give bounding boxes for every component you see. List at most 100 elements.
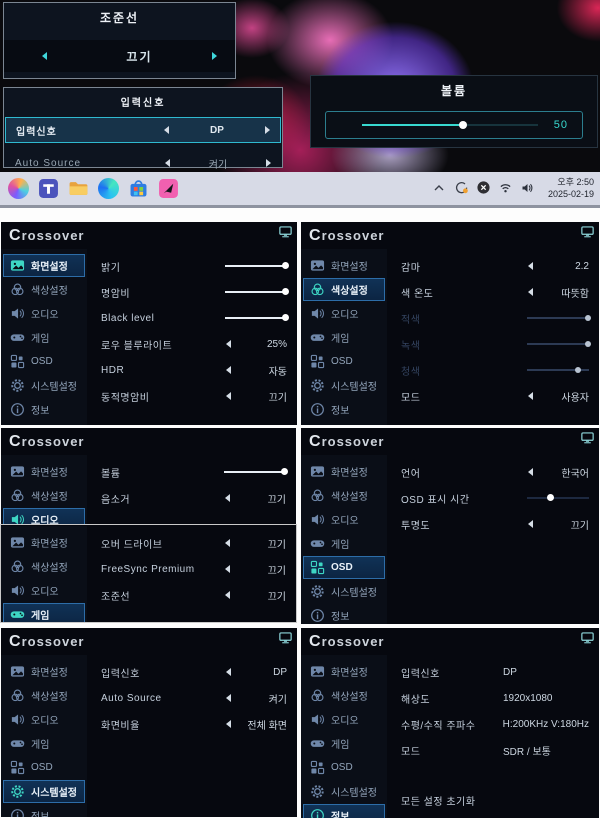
sidebar-item-system[interactable]: 시스템설정: [303, 780, 385, 803]
arrow-left-icon[interactable]: [165, 159, 170, 167]
sidebar-item-color[interactable]: 색상설정: [3, 555, 85, 578]
speaker-icon[interactable]: [521, 182, 534, 194]
arrow-left-icon[interactable]: [225, 591, 230, 599]
sidebar-item-audio[interactable]: 오디오: [3, 579, 85, 602]
arrow-left-icon[interactable]: [225, 539, 230, 547]
menu-row[interactable]: 동적명암비 끄기: [101, 392, 287, 404]
menu-row[interactable]: 모드 사용자: [401, 392, 589, 404]
sidebar-item-system[interactable]: 시스템설정: [303, 374, 385, 397]
arrow-left-icon[interactable]: [42, 52, 47, 60]
sidebar-item-screen[interactable]: 화면설정: [3, 531, 85, 554]
volume-slider[interactable]: 50: [325, 111, 583, 139]
arrow-left-icon[interactable]: [226, 720, 231, 728]
arrow-left-icon[interactable]: [225, 565, 230, 573]
arrow-left-icon[interactable]: [164, 126, 169, 134]
sidebar-item-info[interactable]: 정보: [303, 398, 385, 421]
arrow-left-icon[interactable]: [528, 520, 533, 528]
edge-icon[interactable]: [98, 178, 119, 199]
sidebar-item-screen[interactable]: 화면설정: [303, 254, 385, 277]
sidebar-item-audio[interactable]: 오디오: [3, 302, 85, 325]
teams-icon[interactable]: [38, 178, 59, 199]
store-icon[interactable]: [128, 178, 149, 199]
volume-slider[interactable]: [224, 468, 288, 475]
sidebar-item-color[interactable]: 색상설정: [3, 278, 85, 301]
sidebar-item-game[interactable]: 게임: [3, 732, 85, 755]
contrast-slider[interactable]: [225, 288, 289, 295]
sidebar-item-info[interactable]: 정보: [303, 604, 385, 624]
menu-row[interactable]: FreeSync Premium 끄기: [101, 563, 286, 577]
arrow-right-icon[interactable]: [266, 159, 271, 167]
osd-timer-slider[interactable]: [527, 494, 589, 501]
arrow-left-icon[interactable]: [226, 668, 231, 676]
file-explorer-icon[interactable]: [68, 178, 89, 199]
sidebar-item-info[interactable]: 정보: [3, 804, 85, 817]
sidebar-item-screen[interactable]: 화면설정: [3, 460, 85, 483]
sidebar-item-color[interactable]: 색상설정: [303, 278, 385, 301]
sidebar-item-osd[interactable]: OSD: [303, 756, 385, 779]
tray-chevron-up-icon[interactable]: [433, 183, 445, 193]
wifi-icon[interactable]: [499, 182, 512, 193]
sidebar-item-osd[interactable]: OSD: [303, 556, 385, 579]
arrow-left-icon[interactable]: [225, 494, 230, 502]
menu-row[interactable]: OSD 표시 시간: [401, 485, 589, 511]
menu-row[interactable]: 언어 한국어: [401, 468, 589, 480]
arrow-right-icon[interactable]: [265, 126, 270, 134]
sidebar-item-audio[interactable]: 오디오: [303, 508, 385, 531]
sidebar-item-color[interactable]: 색상설정: [3, 484, 85, 507]
sidebar-item-system[interactable]: 시스템설정: [3, 374, 85, 397]
onedrive-sync-icon[interactable]: [454, 181, 468, 194]
slider-handle[interactable]: [458, 121, 467, 129]
status-x-icon[interactable]: [477, 181, 490, 194]
sidebar-item-game[interactable]: 게임: [3, 326, 85, 349]
black-level-slider[interactable]: [225, 314, 289, 321]
sidebar-item-game[interactable]: 게임: [303, 732, 385, 755]
menu-row[interactable]: 오버 드라이브 끄기: [101, 539, 286, 551]
sidebar-item-game[interactable]: 게임: [303, 326, 385, 349]
pink-app-icon[interactable]: [158, 178, 179, 199]
sidebar-item-osd[interactable]: OSD: [3, 756, 85, 779]
sidebar-item-screen[interactable]: 화면설정: [303, 460, 385, 483]
auto-source-row[interactable]: Auto Source 켜기: [5, 150, 281, 176]
menu-row[interactable]: Auto Source 켜기: [101, 692, 287, 706]
sidebar-item-info[interactable]: 정보: [3, 398, 85, 421]
sidebar-item-color[interactable]: 색상설정: [303, 484, 385, 507]
sidebar-item-audio[interactable]: 오디오: [303, 708, 385, 731]
menu-row[interactable]: 명암비: [101, 279, 289, 305]
sidebar-item-osd[interactable]: OSD: [3, 350, 85, 373]
arrow-left-icon[interactable]: [226, 366, 231, 374]
menu-row[interactable]: 감마 2.2: [401, 260, 589, 274]
menu-row[interactable]: 볼륨: [101, 459, 288, 485]
arrow-left-icon[interactable]: [528, 288, 533, 296]
sidebar-item-system[interactable]: 시스템설정: [303, 580, 385, 603]
menu-row[interactable]: 투명도 끄기: [401, 520, 589, 532]
reset-all-row[interactable]: 모든 설정 초기화: [401, 796, 476, 808]
sidebar-item-info[interactable]: 정보: [303, 804, 385, 818]
menu-row[interactable]: 색 온도 따뜻함: [401, 288, 589, 300]
sidebar-item-audio[interactable]: 오디오: [3, 708, 85, 731]
arrow-left-icon[interactable]: [226, 392, 231, 400]
menu-row[interactable]: 화면비율 전체 화면: [101, 720, 287, 732]
menu-row[interactable]: 음소거 끄기: [101, 494, 286, 506]
arrow-left-icon[interactable]: [528, 468, 533, 476]
menu-row[interactable]: HDR 자동: [101, 364, 287, 378]
menu-row[interactable]: 조준선 끄기: [101, 591, 286, 603]
arrow-left-icon[interactable]: [226, 694, 231, 702]
sidebar-item-game[interactable]: 게임: [303, 532, 385, 555]
menu-row[interactable]: 입력신호 DP: [101, 666, 287, 680]
menu-row[interactable]: Black level: [101, 305, 289, 331]
input-signal-row[interactable]: 입력신호 DP: [5, 117, 281, 143]
taskbar-clock[interactable]: 오후 2:50 2025-02-19: [548, 176, 594, 200]
arrow-left-icon[interactable]: [528, 262, 533, 270]
sidebar-item-osd[interactable]: OSD: [303, 350, 385, 373]
sidebar-item-screen[interactable]: 화면설정: [3, 254, 85, 277]
arrow-left-icon[interactable]: [226, 340, 231, 348]
brightness-slider[interactable]: [225, 262, 289, 269]
sidebar-item-game[interactable]: 게임: [3, 603, 85, 622]
menu-row[interactable]: 로우 블루라이트 25%: [101, 338, 287, 352]
sidebar-item-color[interactable]: 색상설정: [303, 684, 385, 707]
sidebar-item-audio[interactable]: 오디오: [3, 508, 85, 524]
sidebar-item-screen[interactable]: 화면설정: [3, 660, 85, 683]
sidebar-item-screen[interactable]: 화면설정: [303, 660, 385, 683]
arrow-left-icon[interactable]: [528, 392, 533, 400]
sidebar-item-audio[interactable]: 오디오: [303, 302, 385, 325]
